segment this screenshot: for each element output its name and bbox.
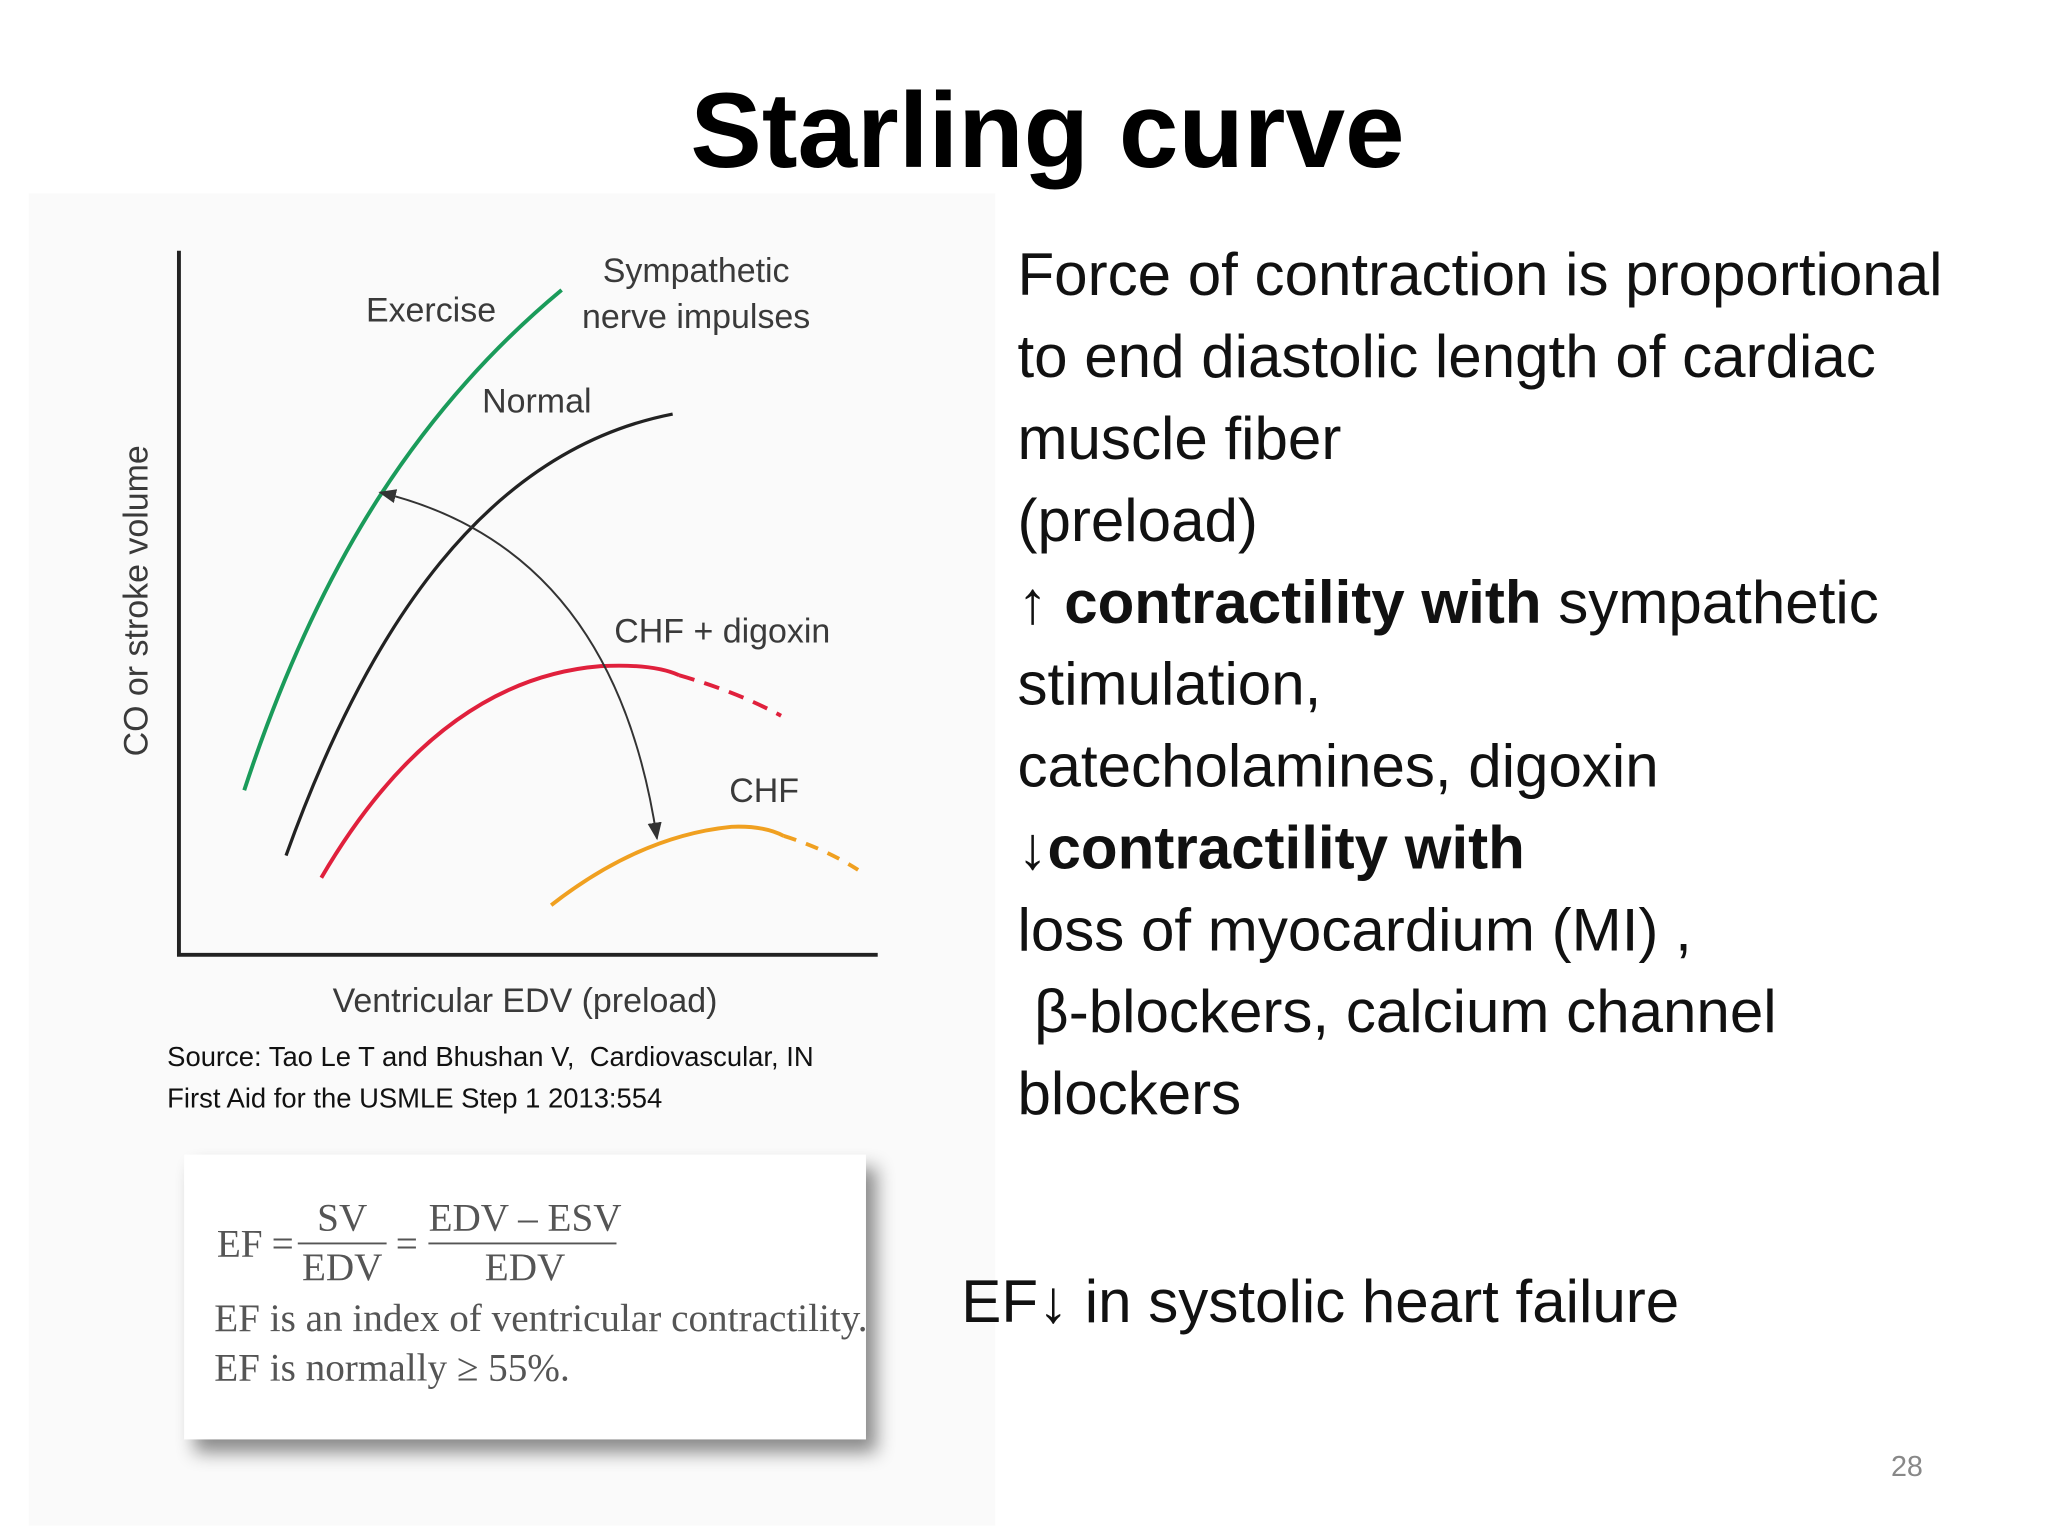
body-segment: blockers — [1017, 1060, 1241, 1127]
source-line: Source: Tao Le T and Bhushan V, Cardiova… — [167, 1041, 814, 1072]
curve-label: CHF + digoxin — [614, 613, 830, 651]
body-segment: (preload) — [1017, 487, 1257, 554]
body-segment: ↓contractility with — [1017, 814, 1524, 881]
body-line: to end diastolic length of cardiac — [1017, 323, 1875, 390]
formula-den: EDV — [302, 1246, 383, 1289]
formula-eq: = — [272, 1222, 294, 1265]
formula-num: EDV – ESV — [429, 1196, 622, 1239]
note: EF↓ in systolic heart failure — [961, 1268, 1679, 1335]
curve-label: Normal — [482, 383, 591, 421]
body-line: loss of myocardium (MI) , — [1017, 896, 1691, 963]
body-line: blockers — [1017, 1060, 1241, 1127]
formula-num: SV — [317, 1196, 367, 1239]
source-line: First Aid for the USMLE Step 1 2013:554 — [167, 1083, 662, 1114]
box — [184, 1154, 866, 1440]
body-segment: Force of contraction is proportional — [1017, 241, 1942, 308]
body-segment: β-blockers, calcium channel — [1017, 978, 1776, 1045]
curve-label: CHF — [729, 772, 799, 810]
body-segment: stimulation, — [1017, 651, 1321, 718]
body-line: β-blockers, calcium channel — [1017, 978, 1776, 1045]
title: Starling curve — [690, 70, 1404, 190]
y-axis-label: CO or stroke volume — [118, 445, 156, 756]
exercise-curve — [242, 288, 563, 791]
body-line: ↑ contractility with sympathetic — [1017, 569, 1878, 636]
body-segment: ↑ contractility with — [1017, 569, 1541, 636]
body-line: ↓contractility with — [1017, 814, 1524, 881]
body-segment: catecholamines, digoxin — [1017, 733, 1658, 800]
ef-formula-box: EF = SV EDV = EDV – ESV EDV EF is an ind… — [184, 1154, 868, 1440]
formula-note: EF is an index of ventricular contractil… — [214, 1297, 867, 1340]
body-line: muscle fiber — [1017, 405, 1341, 472]
body-text: Force of contraction is proportional to e… — [1017, 241, 1942, 1127]
formula-eq: = — [396, 1222, 418, 1265]
body-segment: loss of myocardium (MI) , — [1017, 896, 1691, 963]
page-number: 28 — [1891, 1451, 1923, 1483]
body-line: catecholamines, digoxin — [1017, 733, 1658, 800]
formula-den: EDV — [485, 1246, 566, 1289]
formula-lhs: EF — [217, 1222, 263, 1265]
curve-label: nerve impulses — [582, 298, 810, 336]
chf-curve-dashed — [783, 834, 860, 872]
body-line: stimulation, — [1017, 651, 1321, 718]
body-line: Force of contraction is proportional — [1017, 241, 1942, 308]
curve-label: Exercise — [366, 291, 496, 329]
shift-arrow — [378, 489, 662, 841]
body-segment: sympathetic — [1542, 569, 1879, 636]
curve-label: Sympathetic — [603, 252, 790, 290]
axes — [176, 250, 878, 957]
body-segment: to end diastolic length of cardiac — [1017, 323, 1875, 390]
body-line: (preload) — [1017, 487, 1257, 554]
x-axis-label: Ventricular EDV (preload) — [333, 982, 718, 1020]
body-segment: muscle fiber — [1017, 405, 1341, 472]
chf-digoxin-curve-dashed — [678, 673, 782, 718]
formula-note: EF is normally ≥ 55%. — [214, 1347, 570, 1390]
chf-curve — [549, 824, 785, 907]
starling-figure: Exercise Sympathetic nerve impulses Norm… — [118, 250, 878, 1020]
